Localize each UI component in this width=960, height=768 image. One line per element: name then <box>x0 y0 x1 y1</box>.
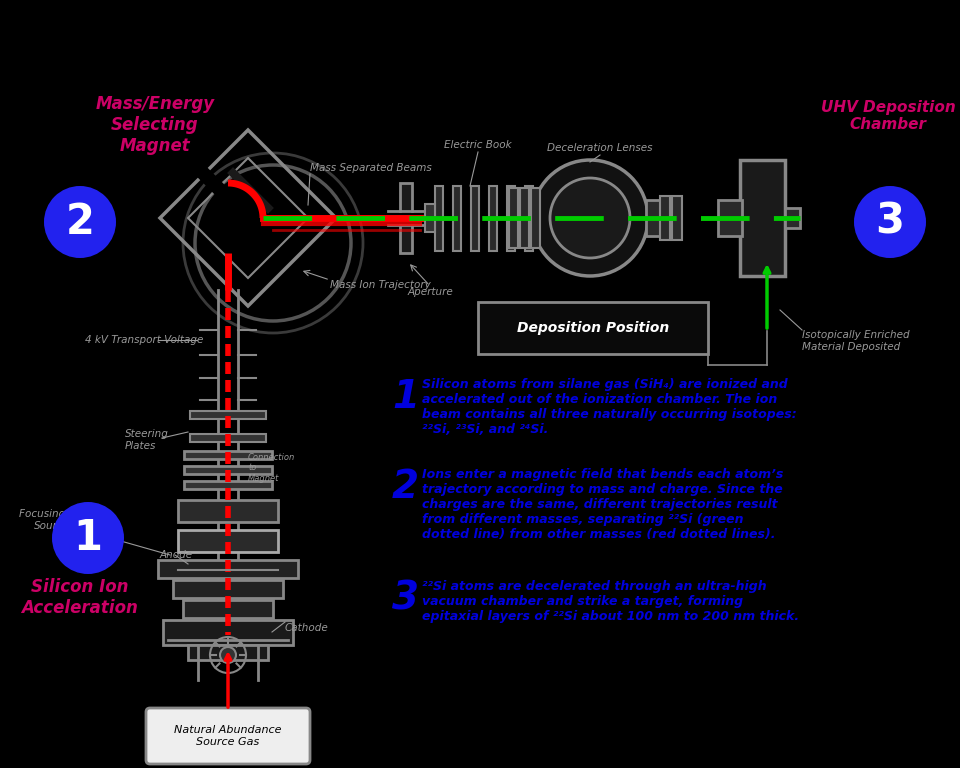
Bar <box>740 160 785 276</box>
Text: Cathode: Cathode <box>285 623 328 633</box>
Text: 2: 2 <box>65 201 94 243</box>
Text: ²²Si atoms are decelerated through an ultra-high
vacuum chamber and strike a tar: ²²Si atoms are decelerated through an ul… <box>422 580 799 623</box>
Text: Deposition Position: Deposition Position <box>516 321 669 335</box>
Circle shape <box>220 647 236 663</box>
Text: Anode: Anode <box>160 550 193 560</box>
Circle shape <box>44 186 116 258</box>
Circle shape <box>550 178 630 258</box>
Bar <box>158 560 298 578</box>
Text: 2: 2 <box>392 468 419 506</box>
Bar <box>183 600 273 618</box>
Text: Connection
to
Magnet: Connection to Magnet <box>248 453 296 483</box>
Text: 3: 3 <box>876 201 904 243</box>
Text: UHV Deposition
Chamber: UHV Deposition Chamber <box>821 100 955 132</box>
Bar <box>184 451 272 459</box>
Bar <box>178 530 278 552</box>
Bar <box>785 208 800 228</box>
Bar <box>190 434 266 442</box>
Text: 4 kV Transport Voltage: 4 kV Transport Voltage <box>85 335 204 345</box>
Bar <box>718 200 742 236</box>
Text: Isotopically Enriched
Material Deposited: Isotopically Enriched Material Deposited <box>802 330 910 352</box>
Bar <box>672 196 682 240</box>
Bar <box>173 580 283 598</box>
Bar <box>520 188 529 248</box>
Bar <box>489 186 497 251</box>
Text: 3: 3 <box>392 580 419 618</box>
Bar <box>453 186 461 251</box>
Text: Mass/Energy
Selecting
Magnet: Mass/Energy Selecting Magnet <box>95 95 215 154</box>
Bar <box>531 188 540 248</box>
Text: Aperture: Aperture <box>407 287 453 297</box>
Bar <box>507 186 515 251</box>
Bar <box>646 200 668 236</box>
Bar <box>163 620 293 645</box>
Bar <box>435 186 443 251</box>
FancyBboxPatch shape <box>146 708 310 764</box>
Bar <box>471 186 479 251</box>
Circle shape <box>52 502 124 574</box>
Circle shape <box>854 186 926 258</box>
Bar <box>525 186 533 251</box>
Bar <box>178 500 278 522</box>
Text: 1: 1 <box>74 517 103 559</box>
Text: Ions enter a magnetic field that bends each atom’s
trajectory according to mass : Ions enter a magnetic field that bends e… <box>422 468 783 541</box>
Text: Focusing Ion
Source: Focusing Ion Source <box>19 509 84 531</box>
Bar <box>478 302 708 354</box>
Bar <box>190 411 266 419</box>
Text: Mass Ion Trajectory: Mass Ion Trajectory <box>330 280 431 290</box>
Bar <box>400 183 412 211</box>
Bar <box>184 466 272 474</box>
Text: 1: 1 <box>392 378 419 416</box>
Text: Natural Abundance
Source Gas: Natural Abundance Source Gas <box>175 725 281 746</box>
Text: Steering
Plates: Steering Plates <box>125 429 169 451</box>
Text: Silicon atoms from silane gas (SiH₄) are ionized and
accelerated out of the ioni: Silicon atoms from silane gas (SiH₄) are… <box>422 378 797 436</box>
Text: Mass Separated Beams: Mass Separated Beams <box>310 163 432 173</box>
Bar <box>512 200 534 236</box>
Text: Electric Book: Electric Book <box>444 140 512 150</box>
Text: Deceleration Lenses: Deceleration Lenses <box>547 143 653 153</box>
Bar <box>509 188 518 248</box>
Bar <box>184 481 272 489</box>
Bar <box>660 196 670 240</box>
Bar <box>400 225 412 253</box>
Circle shape <box>532 160 648 276</box>
Bar <box>425 204 435 232</box>
Bar <box>188 645 268 660</box>
Text: Silicon Ion
Acceleration: Silicon Ion Acceleration <box>21 578 138 617</box>
